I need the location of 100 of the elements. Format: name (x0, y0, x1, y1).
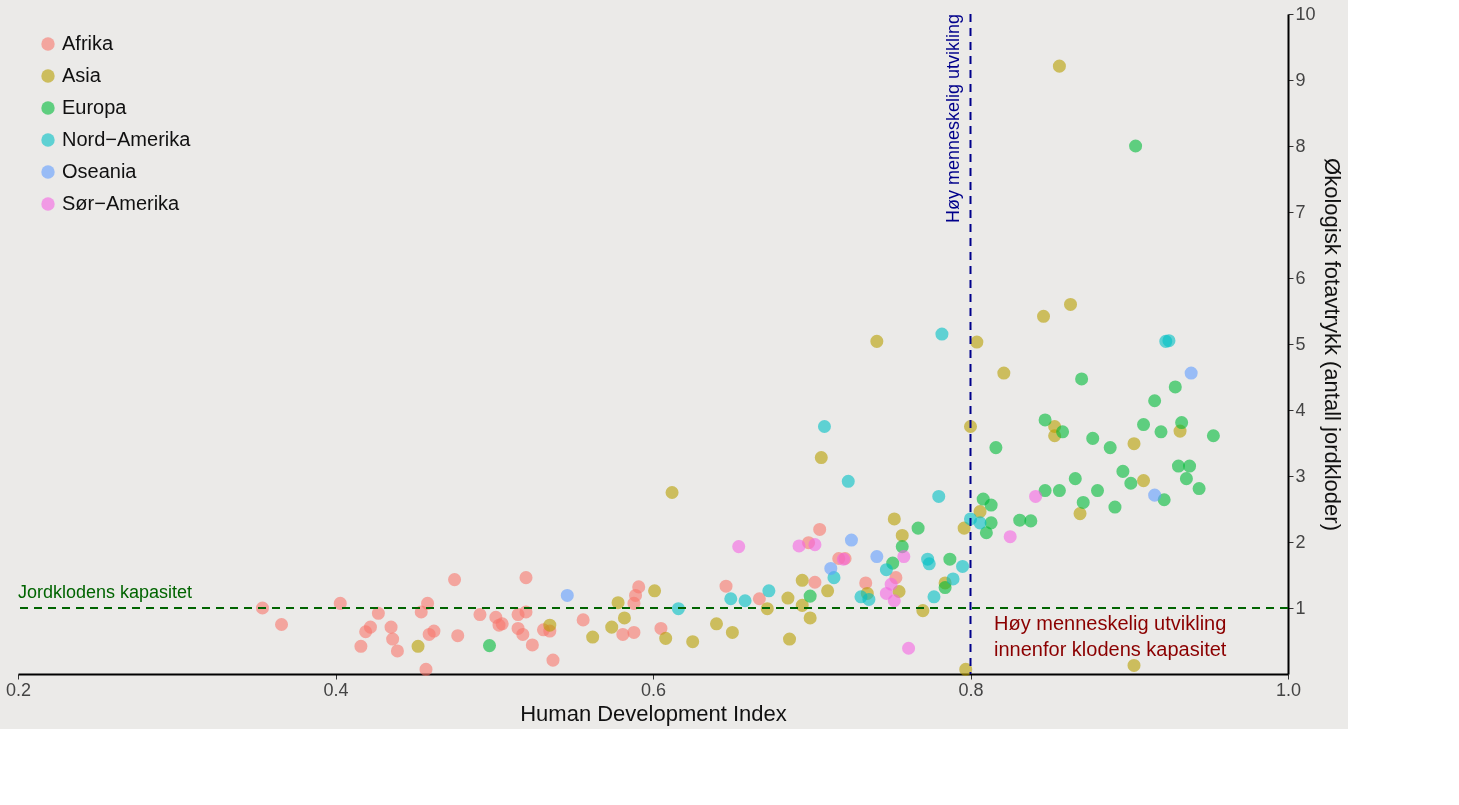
point (841, 474, 855, 488)
point (617, 611, 631, 625)
point (808, 538, 822, 552)
point (970, 335, 984, 349)
point (1056, 425, 1070, 439)
point (1024, 514, 1038, 528)
point (1179, 472, 1193, 486)
point (781, 591, 795, 605)
legend-label: Nord−Amerika (62, 128, 192, 150)
point (943, 552, 957, 566)
annotation: Høy menneskelig utvikling innenfor klodens kapasitet (994, 612, 1227, 660)
point (902, 641, 916, 655)
y-tick-label: 2 (1295, 531, 1306, 552)
point (473, 608, 487, 622)
point (808, 575, 822, 589)
point (525, 638, 539, 652)
point (1063, 297, 1078, 311)
x-tick-label: 0.4 (323, 679, 349, 700)
point (586, 630, 600, 644)
point (605, 620, 619, 634)
point (686, 635, 700, 649)
point (1171, 459, 1185, 473)
point (957, 521, 971, 535)
point (879, 586, 893, 600)
point (448, 573, 462, 587)
y-tick-label: 6 (1295, 267, 1306, 288)
point (897, 550, 911, 564)
point (421, 596, 435, 610)
point (803, 611, 817, 625)
point (427, 624, 441, 638)
point (1076, 495, 1090, 509)
point (935, 327, 949, 341)
point (738, 594, 752, 608)
legend-label: Afrika (62, 32, 114, 54)
point (371, 606, 385, 620)
point (275, 617, 289, 632)
point (1029, 489, 1043, 503)
point (1108, 500, 1122, 514)
point (451, 629, 465, 643)
point (560, 588, 574, 602)
point (984, 498, 998, 512)
point (959, 662, 973, 676)
point (862, 592, 876, 606)
point (546, 653, 560, 667)
point (879, 563, 893, 577)
y-tick-label: 7 (1295, 201, 1306, 222)
point (911, 521, 925, 535)
point (732, 540, 746, 554)
point (922, 557, 936, 571)
point (1137, 474, 1151, 488)
point (795, 598, 809, 612)
point (616, 627, 630, 641)
point (1129, 139, 1143, 153)
point (1052, 484, 1066, 498)
point (1013, 513, 1027, 527)
point (1090, 484, 1105, 498)
point (333, 596, 347, 610)
point (1075, 372, 1089, 386)
point (1073, 507, 1087, 521)
point (665, 485, 679, 500)
point (946, 572, 960, 586)
point (1052, 59, 1066, 73)
point (938, 581, 952, 595)
point (390, 644, 404, 658)
point (803, 589, 817, 603)
legend-label: Asia (62, 64, 102, 86)
legend-label: Oseania (62, 160, 138, 182)
point (1038, 413, 1052, 427)
point (1154, 425, 1168, 439)
point (932, 489, 946, 503)
point (627, 596, 641, 610)
y-tick-label: 3 (1295, 465, 1306, 486)
point (519, 571, 533, 585)
point (1038, 484, 1052, 498)
x-tick-label: 0.8 (958, 679, 984, 700)
point (1086, 431, 1100, 445)
point (870, 334, 884, 348)
ref-line-label: Høy menneskelig utvikling (942, 14, 963, 224)
point (1127, 437, 1141, 451)
point (363, 620, 377, 634)
point (1137, 418, 1151, 432)
point (989, 441, 1003, 455)
point (1124, 476, 1138, 490)
x-tick-label: 1.0 (1275, 679, 1302, 700)
legend-label: Sør−Amerika (62, 192, 181, 214)
point (709, 617, 724, 631)
point (887, 512, 901, 526)
point (752, 592, 766, 606)
point (795, 573, 809, 587)
x-tick-label: 0.6 (640, 679, 667, 700)
y-tick-label: 10 (1295, 3, 1316, 24)
point (821, 584, 835, 598)
point (1127, 658, 1141, 672)
point (386, 632, 400, 646)
point (1068, 472, 1082, 486)
legend-label: Europa (62, 96, 128, 118)
point (1168, 380, 1182, 394)
y-tick-label: 8 (1295, 135, 1306, 156)
point (1003, 530, 1017, 544)
point (813, 522, 827, 536)
